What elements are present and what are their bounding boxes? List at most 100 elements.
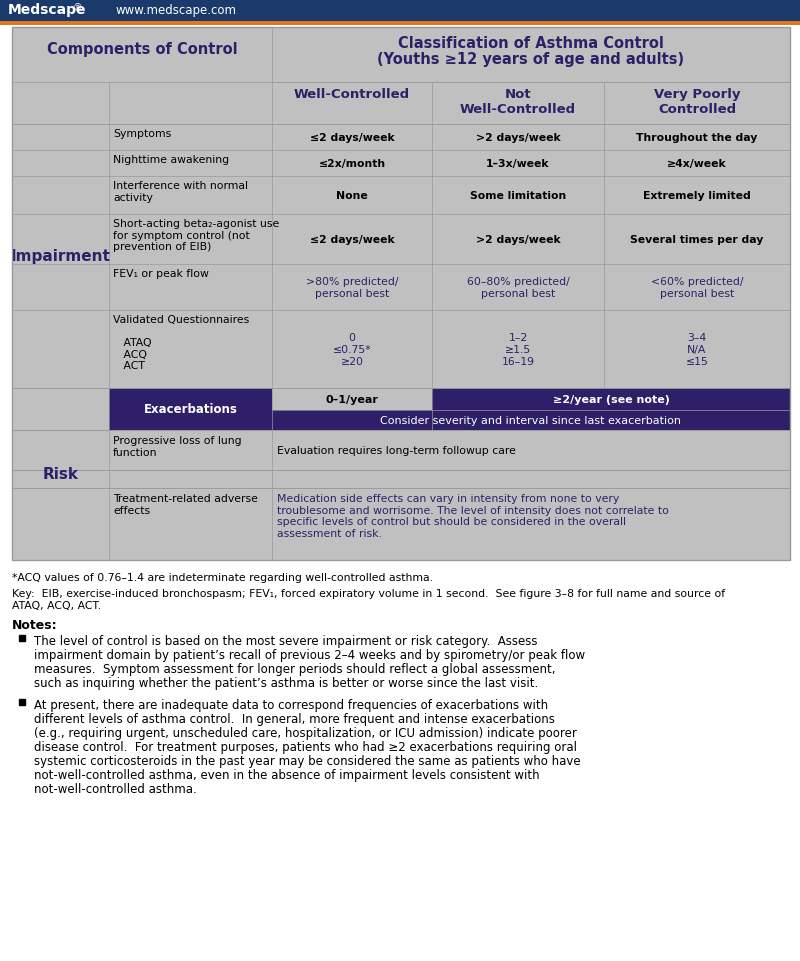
Text: ®: ® <box>73 3 82 13</box>
Text: Key:  EIB, exercise-induced bronchospasm; FEV₁, forced expiratory volume in 1 se: Key: EIB, exercise-induced bronchospasm;… <box>12 588 725 599</box>
Bar <box>0 22 800 26</box>
Text: (e.g., requiring urgent, unscheduled care, hospitalization, or ICU admission) in: (e.g., requiring urgent, unscheduled car… <box>34 727 577 739</box>
Bar <box>272 488 790 560</box>
Bar <box>272 410 790 431</box>
Text: >2 days/week: >2 days/week <box>476 234 560 245</box>
Bar <box>12 214 109 264</box>
Text: Some limitation: Some limitation <box>470 191 566 201</box>
Bar <box>12 310 109 388</box>
Bar <box>12 151 109 177</box>
Text: ≤2x/month: ≤2x/month <box>318 159 386 169</box>
Text: impairment domain by patient’s recall of previous 2–4 weeks and by spirometry/or: impairment domain by patient’s recall of… <box>34 649 585 661</box>
Bar <box>12 177 109 214</box>
Text: not-well-controlled asthma, even in the absence of impairment levels consistent : not-well-controlled asthma, even in the … <box>34 768 540 781</box>
Text: ≤2 days/week: ≤2 days/week <box>310 133 394 143</box>
Bar <box>109 214 272 264</box>
Bar <box>12 83 272 125</box>
Bar <box>0 0 800 22</box>
Text: The level of control is based on the most severe impairment or risk category.  A: The level of control is based on the mos… <box>34 634 538 648</box>
Bar <box>604 310 790 388</box>
Bar <box>109 488 272 560</box>
Text: Classification of Asthma Control: Classification of Asthma Control <box>398 36 664 51</box>
Text: Interference with normal
activity: Interference with normal activity <box>113 181 248 203</box>
Text: www.medscape.com: www.medscape.com <box>115 4 236 17</box>
Bar <box>272 125 432 151</box>
Text: Impairment: Impairment <box>10 249 110 264</box>
Text: Not
Well-Controlled: Not Well-Controlled <box>460 87 576 116</box>
Text: different levels of asthma control.  In general, more frequent and intense exace: different levels of asthma control. In g… <box>34 712 555 726</box>
Bar <box>604 151 790 177</box>
Text: 3–4
N/A
≤15: 3–4 N/A ≤15 <box>686 333 709 366</box>
Bar <box>272 264 432 310</box>
Bar <box>272 214 432 264</box>
Bar <box>272 431 790 471</box>
Bar <box>109 310 272 388</box>
Text: disease control.  For treatment purposes, patients who had ≥2 exacerbations requ: disease control. For treatment purposes,… <box>34 740 577 753</box>
Text: Nighttime awakening: Nighttime awakening <box>113 155 229 165</box>
Text: 1–2
≥1.5
16–19: 1–2 ≥1.5 16–19 <box>502 333 534 366</box>
Bar <box>272 177 432 214</box>
Bar <box>432 83 604 125</box>
Bar <box>272 151 432 177</box>
Bar <box>12 431 109 471</box>
Bar <box>272 388 432 410</box>
Text: Medscape: Medscape <box>8 3 86 17</box>
Text: <60% predicted/
personal best: <60% predicted/ personal best <box>650 277 743 299</box>
Bar <box>432 310 604 388</box>
Bar <box>12 471 790 488</box>
Bar <box>12 388 109 431</box>
Bar <box>272 28 790 83</box>
Bar <box>432 125 604 151</box>
Text: Validated Questionnaires

   ATAQ
   ACQ
   ACT: Validated Questionnaires ATAQ ACQ ACT <box>113 314 250 371</box>
Bar <box>604 125 790 151</box>
Bar <box>109 264 272 310</box>
Bar <box>109 177 272 214</box>
Bar <box>109 125 272 151</box>
Text: Consider severity and interval since last exacerbation: Consider severity and interval since las… <box>381 415 682 426</box>
Bar <box>604 177 790 214</box>
Bar <box>109 388 272 431</box>
Bar <box>432 388 790 410</box>
Text: ≤2 days/week: ≤2 days/week <box>310 234 394 245</box>
Text: 0
≤0.75*
≥20: 0 ≤0.75* ≥20 <box>333 333 371 366</box>
Text: 0–1/year: 0–1/year <box>326 395 378 405</box>
Text: Throughout the day: Throughout the day <box>636 133 758 143</box>
Bar <box>432 214 604 264</box>
Bar <box>109 151 272 177</box>
Text: ≥2/year (see note): ≥2/year (see note) <box>553 395 670 405</box>
Text: FEV₁ or peak flow: FEV₁ or peak flow <box>113 269 209 279</box>
Text: (Youths ≥12 years of age and adults): (Youths ≥12 years of age and adults) <box>378 52 685 67</box>
Bar <box>604 83 790 125</box>
Text: ≥4x/week: ≥4x/week <box>667 159 727 169</box>
Text: >80% predicted/
personal best: >80% predicted/ personal best <box>306 277 398 299</box>
Text: Extremely limited: Extremely limited <box>643 191 751 201</box>
Text: Exacerbations: Exacerbations <box>143 403 238 416</box>
Text: Notes:: Notes: <box>12 618 58 631</box>
Text: Very Poorly
Controlled: Very Poorly Controlled <box>654 87 740 116</box>
Text: Risk: Risk <box>42 467 78 482</box>
Text: Progressive loss of lung
function: Progressive loss of lung function <box>113 435 242 457</box>
Text: ATAQ, ACQ, ACT.: ATAQ, ACQ, ACT. <box>12 601 101 610</box>
Text: such as inquiring whether the patient’s asthma is better or worse since the last: such as inquiring whether the patient’s … <box>34 677 538 689</box>
Bar <box>12 264 109 310</box>
Bar <box>109 431 272 471</box>
Text: not-well-controlled asthma.: not-well-controlled asthma. <box>34 782 197 795</box>
Bar <box>12 488 109 560</box>
Text: Well-Controlled: Well-Controlled <box>294 87 410 101</box>
Bar <box>604 214 790 264</box>
Text: Symptoms: Symptoms <box>113 129 171 138</box>
Bar <box>272 83 432 125</box>
Bar <box>12 125 109 151</box>
Text: None: None <box>336 191 368 201</box>
Text: >2 days/week: >2 days/week <box>476 133 560 143</box>
Text: Several times per day: Several times per day <box>630 234 764 245</box>
Bar <box>12 28 790 560</box>
Text: Evaluation requires long-term followup care: Evaluation requires long-term followup c… <box>277 446 516 456</box>
Text: Treatment-related adverse
effects: Treatment-related adverse effects <box>113 494 258 515</box>
Bar <box>432 151 604 177</box>
Text: At present, there are inadequate data to correspond frequencies of exacerbations: At present, there are inadequate data to… <box>34 699 548 711</box>
Bar <box>272 310 432 388</box>
Bar <box>432 177 604 214</box>
Bar <box>432 264 604 310</box>
Text: Components of Control: Components of Control <box>46 42 238 57</box>
